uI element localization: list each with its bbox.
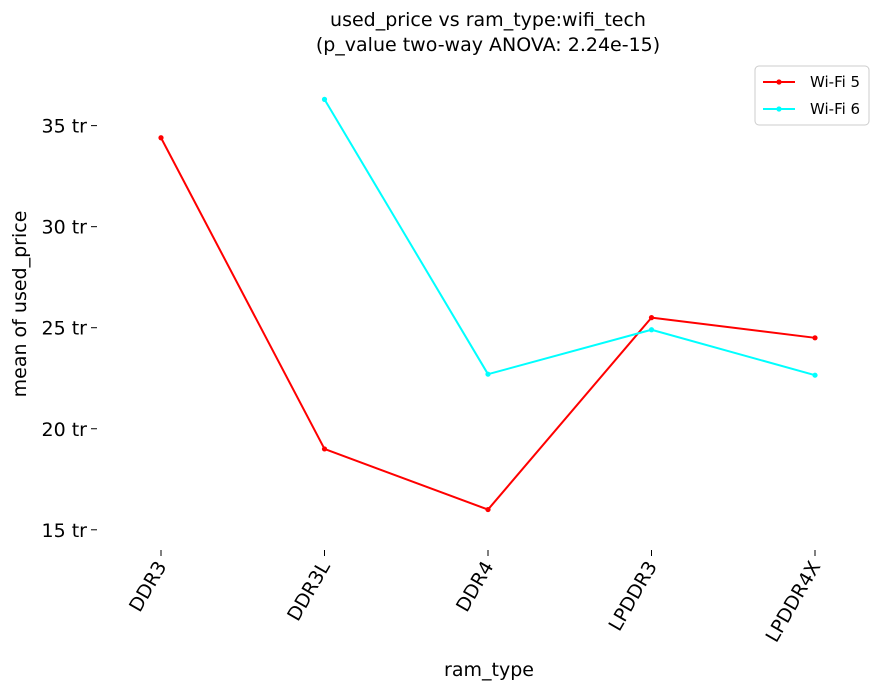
x-axis: DDR3 DDR3L DDR4 LPDDR3 LPDDR4X <box>125 550 825 646</box>
x-tick-label: LPDDR4X <box>761 558 825 647</box>
series-1 <box>158 135 818 513</box>
data-point <box>648 315 655 321</box>
x-tick-label: DDR3 <box>125 558 171 616</box>
series-line <box>160 137 816 511</box>
y-tick-label: 15 tr <box>42 520 88 542</box>
x-axis-label: ram_type <box>444 659 534 681</box>
chart-title-line-2: (p_value two-way ANOVA: 2.24e-15) <box>316 34 660 56</box>
data-point <box>485 371 491 377</box>
legend-label: Wi-Fi 5 <box>810 73 860 91</box>
plot-area <box>158 96 818 513</box>
legend-item: Wi-Fi 6 <box>763 100 860 118</box>
y-tick-label: 20 tr <box>42 419 88 441</box>
y-tick-label: 25 tr <box>42 318 88 340</box>
data-point <box>812 335 818 341</box>
y-axis-label: mean of used_price <box>9 211 31 398</box>
data-point <box>812 372 818 378</box>
legend-marker <box>776 106 782 112</box>
data-point <box>158 135 164 141</box>
y-axis: 15 tr 20 tr 25 tr 30 tr 35 tr <box>42 116 97 542</box>
legend-label: Wi-Fi 6 <box>810 100 860 118</box>
series-line <box>323 98 816 377</box>
legend: Wi-Fi 5 Wi-Fi 6 <box>754 65 870 126</box>
series-2 <box>321 96 818 378</box>
data-point <box>485 506 491 513</box>
x-tick-label: DDR4 <box>452 558 498 616</box>
x-tick-label: LPDDR3 <box>604 558 661 635</box>
y-tick-label: 35 tr <box>42 116 88 138</box>
data-point <box>321 96 328 102</box>
chart-title-line-1: used_price vs ram_type:wifi_tech <box>330 9 646 31</box>
x-tick-label: DDR3L <box>283 557 335 625</box>
legend-frame <box>754 65 870 126</box>
legend-marker <box>776 79 782 85</box>
legend-item: Wi-Fi 5 <box>763 73 860 91</box>
y-tick-label: 30 tr <box>42 217 88 239</box>
data-point <box>321 446 328 452</box>
chart-title: used_price vs ram_type:wifi_tech (p_valu… <box>316 9 660 56</box>
data-point <box>648 327 655 333</box>
